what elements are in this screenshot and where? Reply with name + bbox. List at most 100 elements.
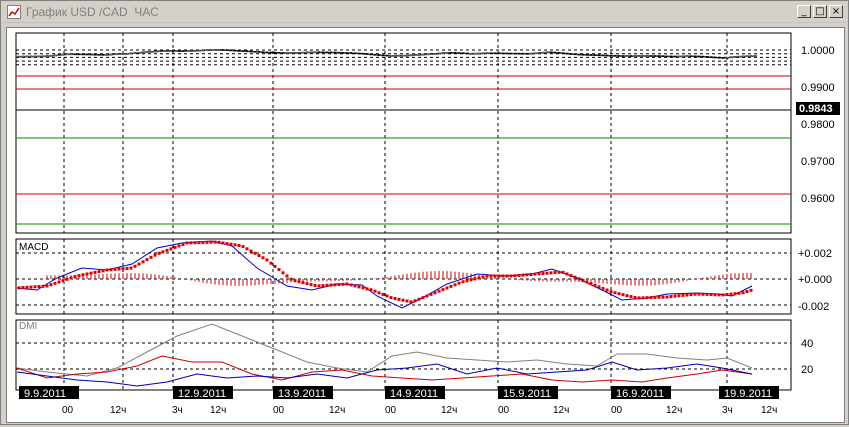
date-axis: 9.9.2011 12.9.2011 13.9.2011 14.9.2011 15.9.… <box>19 386 779 400</box>
macd-signal-dot <box>381 292 385 296</box>
macd-signal-dot <box>101 269 105 273</box>
macd-signal-dot <box>237 244 241 248</box>
candle-body <box>521 52 525 55</box>
macd-signal-dot <box>249 249 253 253</box>
date-label-text: 16.9.2011 <box>616 388 664 400</box>
macd-signal-dot <box>385 294 389 298</box>
macd-signal-dot <box>697 292 701 296</box>
macd-signal-dot <box>97 270 101 274</box>
macd-signal-dot <box>721 293 725 297</box>
candle-body <box>445 52 449 54</box>
macd-signal-dot <box>81 273 85 277</box>
candle-body <box>49 55 53 57</box>
macd-signal-dot <box>529 272 533 276</box>
maximize-button[interactable]: □ <box>813 5 827 18</box>
date-label: 9.9.2011 <box>19 386 79 400</box>
candle-body <box>437 52 441 55</box>
chart-canvas[interactable]: 1.0000 0.9900 0.9843 0.9800 0.9700 0.960… <box>7 28 844 422</box>
candle-body <box>573 53 577 56</box>
candle-body <box>461 52 465 55</box>
candle-body <box>277 52 281 54</box>
macd-signal-dot <box>177 244 181 248</box>
macd-signal-dot <box>493 274 497 278</box>
hour-label: 00 <box>62 405 74 416</box>
price-panel[interactable]: 1.0000 0.9900 0.9843 0.9800 0.9700 0.960… <box>15 32 840 234</box>
candle-body <box>709 56 713 59</box>
date-label-box <box>173 386 233 399</box>
macd-signal-dot <box>617 292 621 296</box>
candle-body <box>513 52 517 55</box>
candle-body <box>241 50 245 52</box>
candle-body <box>493 52 497 55</box>
candle-body <box>301 51 305 54</box>
candle-body <box>125 52 129 55</box>
window-title: График USD /CAD ЧАС <box>26 5 159 19</box>
macd-signal-dot <box>689 293 693 297</box>
candle-body <box>137 52 141 54</box>
candle-body <box>593 54 597 56</box>
macd-signal-dot <box>549 271 553 275</box>
candle-body <box>253 50 257 53</box>
date-label-box <box>19 386 79 399</box>
candle-body <box>645 55 649 57</box>
macd-signal-dot <box>701 292 705 296</box>
candle-body <box>689 55 693 58</box>
candle-body <box>737 55 741 58</box>
candle-body <box>469 52 473 55</box>
macd-signal-dot <box>537 272 541 276</box>
candle-body <box>353 52 357 55</box>
dmi-label-20: 20 <box>801 364 813 376</box>
macd-signal-dot <box>293 279 297 283</box>
macd-signal-dot <box>477 276 481 280</box>
macd-signal-dot <box>613 291 617 295</box>
macd-signal-dot <box>649 296 653 300</box>
macd-signal-dot <box>205 240 209 244</box>
price-panel-frame <box>15 32 792 234</box>
close-button[interactable]: × <box>829 5 843 18</box>
macd-signal-dot <box>625 294 629 298</box>
title-bar[interactable]: График USD /CAD ЧАС _ □ × <box>2 2 847 23</box>
candle-body <box>453 52 457 54</box>
candle-body <box>569 53 573 55</box>
macd-signal-dot <box>745 290 749 293</box>
macd-signal-dot <box>413 299 417 303</box>
dmi-panel[interactable]: DMI 40 20 <box>15 319 813 391</box>
macd-signal-dot <box>581 278 585 282</box>
macd-signal-dot <box>601 286 605 290</box>
macd-panel[interactable]: MACD +0.002 +0.000 -0.002 <box>15 238 832 315</box>
macd-signal-dot <box>245 247 249 251</box>
candle-body <box>25 55 29 58</box>
dmi-panel-frame <box>15 319 792 391</box>
macd-signal-dot <box>725 293 729 296</box>
candle-body <box>449 52 453 54</box>
dmi-plus-line <box>16 361 753 387</box>
date-label: 19.9.2011 <box>719 386 779 400</box>
macd-signal-dot <box>677 294 681 298</box>
macd-signal-dot <box>153 253 157 257</box>
candle-body <box>321 51 325 54</box>
dmi-label-40: 40 <box>801 338 813 350</box>
candle-body <box>161 50 165 52</box>
macd-signal-dot <box>289 277 293 281</box>
last-price-box <box>796 102 840 115</box>
hour-label: 12ч <box>110 405 126 416</box>
minimize-button[interactable]: _ <box>797 5 811 18</box>
macd-signal-dot <box>321 284 325 288</box>
chart-area[interactable]: 1.0000 0.9900 0.9843 0.9800 0.9700 0.960… <box>6 27 845 423</box>
candle-body <box>473 52 477 55</box>
macd-signal-dot <box>105 268 109 272</box>
candle-body <box>617 55 621 57</box>
candlesticks <box>17 48 757 59</box>
macd-signal-dot <box>497 274 501 278</box>
macd-signal-dot <box>541 272 545 276</box>
macd-signal-dot <box>429 292 433 296</box>
macd-signal-dot <box>513 274 517 278</box>
macd-signal-dot <box>281 271 285 275</box>
candle-body <box>129 52 133 55</box>
candle-body <box>525 53 529 55</box>
macd-signal-dot <box>353 284 357 288</box>
macd-signal-dot <box>161 250 165 254</box>
candle-body <box>33 55 37 58</box>
price-label-1-0000: 1.0000 <box>801 45 835 57</box>
candle-body <box>673 55 677 58</box>
